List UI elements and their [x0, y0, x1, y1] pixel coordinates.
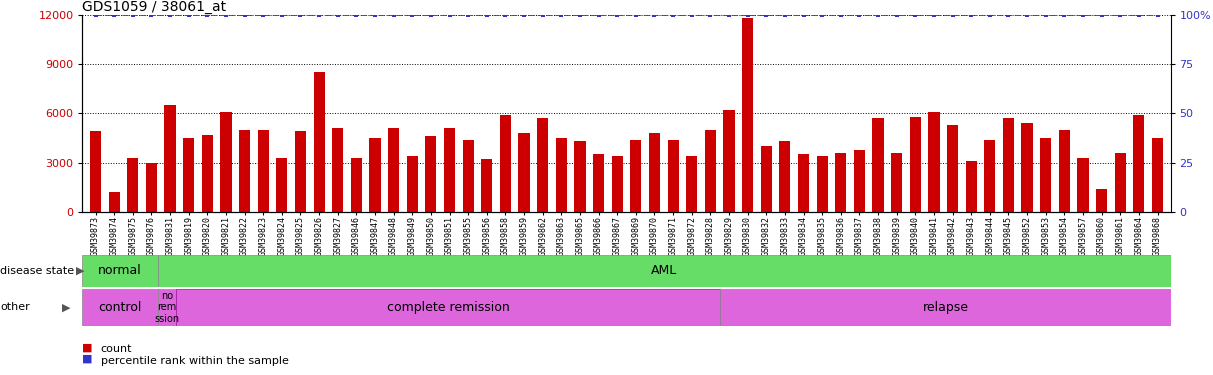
Bar [201, 135, 213, 212]
Text: normal: normal [98, 264, 142, 278]
Bar [444, 128, 455, 212]
Bar [667, 140, 679, 212]
Text: no
rem
ssion: no rem ssion [154, 291, 180, 324]
Text: count: count [101, 345, 132, 354]
Bar [482, 159, 492, 212]
Bar [257, 130, 269, 212]
Bar [1115, 153, 1126, 212]
Bar [1021, 123, 1032, 212]
Bar [370, 138, 381, 212]
Bar [779, 141, 791, 212]
Bar [90, 132, 101, 212]
Bar [1097, 189, 1107, 212]
Bar [910, 117, 921, 212]
Bar [406, 156, 417, 212]
Bar [176, 289, 721, 326]
Bar [761, 146, 771, 212]
Text: GDS1059 / 38061_at: GDS1059 / 38061_at [82, 0, 227, 14]
Bar [221, 112, 232, 212]
Text: complete remission: complete remission [387, 301, 509, 314]
Bar [165, 105, 176, 212]
Text: relapse: relapse [922, 301, 968, 314]
Bar [82, 289, 158, 326]
Bar [1059, 130, 1070, 212]
Bar [295, 132, 306, 212]
Text: ▶: ▶ [62, 303, 70, 312]
Bar [1152, 138, 1163, 212]
Bar [649, 133, 660, 212]
Bar [1003, 118, 1014, 212]
Bar [1040, 138, 1052, 212]
Bar [332, 128, 343, 212]
Bar [109, 192, 120, 212]
Text: ▶: ▶ [76, 266, 85, 276]
Bar [537, 118, 548, 212]
Bar [611, 156, 622, 212]
Bar [705, 130, 716, 212]
Bar [742, 18, 753, 212]
Text: other: other [0, 303, 30, 312]
Bar [82, 255, 158, 287]
Bar [127, 158, 138, 212]
Text: control: control [98, 301, 142, 314]
Bar [1133, 115, 1144, 212]
Text: AML: AML [651, 264, 677, 278]
Bar [388, 128, 399, 212]
Bar [277, 158, 287, 212]
Bar [313, 72, 325, 212]
Bar [928, 112, 940, 212]
Bar [518, 133, 530, 212]
Bar [146, 163, 156, 212]
Text: ■: ■ [82, 343, 93, 352]
Bar [239, 130, 250, 212]
Bar [687, 156, 697, 212]
Bar [500, 115, 511, 212]
Bar [183, 138, 194, 212]
Text: ■: ■ [82, 354, 93, 364]
Bar [984, 140, 996, 212]
Bar [816, 156, 827, 212]
Bar [574, 141, 586, 212]
Bar [947, 125, 958, 212]
Bar [798, 154, 809, 212]
Text: disease state: disease state [0, 266, 74, 276]
Bar [721, 289, 1171, 326]
Bar [351, 158, 361, 212]
Bar [723, 110, 735, 212]
Bar [556, 138, 566, 212]
Bar [872, 118, 883, 212]
Bar [854, 150, 865, 212]
Bar [631, 140, 642, 212]
Bar [462, 140, 474, 212]
Bar [892, 153, 902, 212]
Bar [836, 153, 847, 212]
Bar [966, 161, 976, 212]
Bar [158, 289, 176, 326]
Bar [426, 136, 437, 212]
Bar [1077, 158, 1088, 212]
Bar [593, 154, 604, 212]
Text: percentile rank within the sample: percentile rank within the sample [101, 356, 289, 366]
